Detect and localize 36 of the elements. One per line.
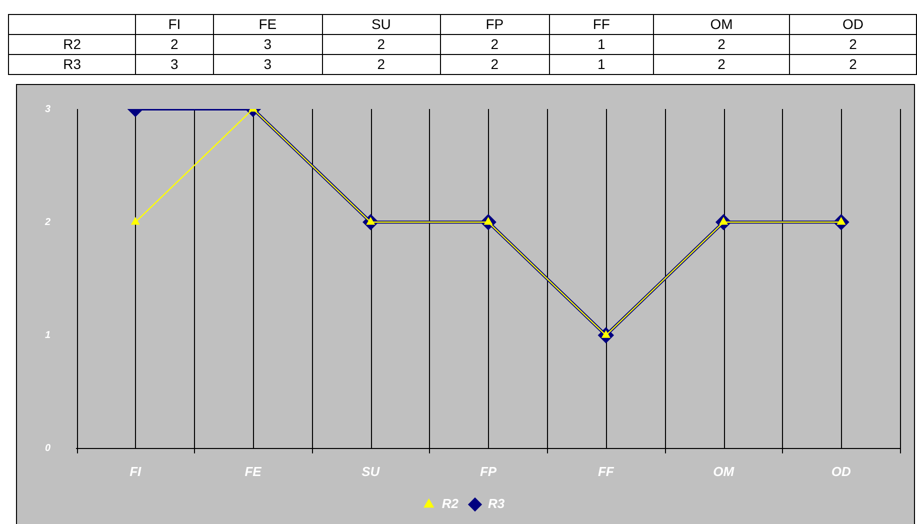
x-tick-label: SU [362,464,380,479]
data-label: 2 [322,54,440,74]
data-label: 2 [790,54,916,74]
data-label: 2 [654,34,790,54]
data-label: 1 [549,54,654,74]
data-label: 2 [654,54,790,74]
category-label: OM [710,16,733,32]
x-tick-label: OM [713,464,736,479]
y-tick-label: 3 [45,104,51,115]
data-label: 2 [136,34,214,54]
legend-label: R3 [488,496,506,512]
data-label: 1 [549,34,654,54]
text: R2 [63,36,81,52]
y-tick-label: 1 [45,330,51,342]
y-tick-label: 0 [45,443,51,454]
x-tick-label: FP [480,464,497,479]
data-label: 3 [213,34,322,54]
category-label: FP [486,16,504,32]
data-label: 3 [213,54,322,74]
x-tick-label: FF [598,464,615,479]
category-label: SU [371,16,391,32]
data-label: 2 [322,34,440,54]
data-label: 2 [790,34,916,54]
category-label: FI [168,16,181,32]
data-label: 3 [136,54,214,74]
category-label: OD [842,16,864,32]
text: R3 [63,56,81,72]
legend-label: R2 [442,496,460,512]
x-tick-label: FE [244,464,262,479]
category-label: FE [258,16,277,32]
x-tick-label: FI [130,464,142,479]
data-label: 2 [440,54,550,74]
y-tick-label: 2 [44,216,51,228]
x-tick-label: OD [831,464,852,479]
data-label: 2 [440,34,550,54]
category-label: FF [592,16,610,32]
